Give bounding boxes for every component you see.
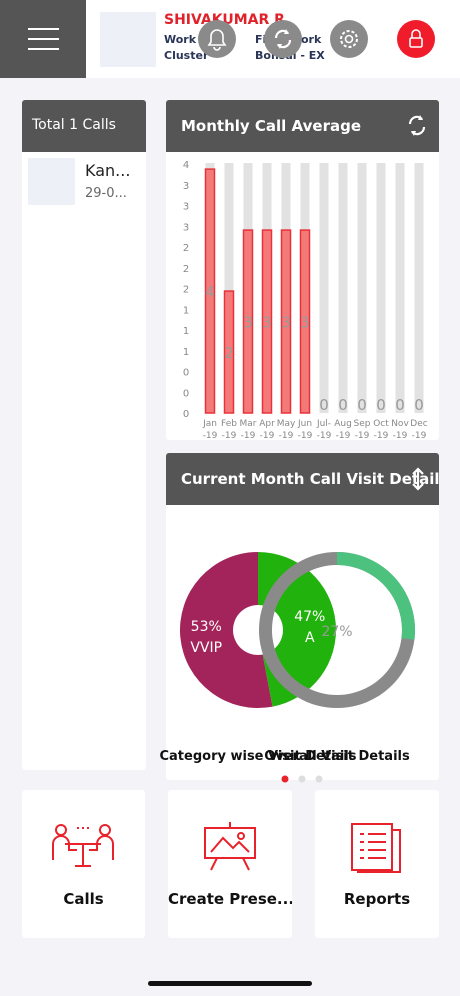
bell-button[interactable]	[198, 20, 236, 58]
calls-tile[interactable]: Calls	[22, 790, 145, 938]
x-tick-label: Aug -19	[334, 419, 352, 441]
x-tick-label: Jun -19	[297, 419, 313, 441]
monthly-card-header: Monthly Call Average	[166, 100, 439, 152]
call-avatar[interactable]	[28, 158, 75, 205]
reports-tile[interactable]: Reports	[315, 790, 439, 938]
x-tick-label: Feb -19	[221, 419, 237, 441]
calls-panel: Total 1 Calls Kan... 29-0...	[22, 100, 146, 770]
x-tick-label: Dec -19	[410, 419, 428, 441]
visit-card-header: Current Month Call Visit Details	[166, 453, 439, 505]
calls-panel-header: Total 1 Calls	[22, 100, 146, 152]
visit-title: Current Month Call Visit Details	[181, 470, 439, 488]
x-tick-label: Sep -19	[353, 419, 371, 441]
call-name[interactable]: Kan...	[85, 161, 131, 180]
x-tick-label: Oct -19	[373, 419, 389, 441]
menu-button[interactable]	[0, 0, 86, 78]
menu-line	[28, 48, 59, 50]
call-date: 29-0...	[85, 186, 127, 201]
reports-tile-label: Reports	[343, 890, 411, 908]
calls-tile-label: Calls	[63, 890, 104, 908]
x-tick-label: Jan -19	[202, 419, 218, 441]
x-tick-label: Apr -19	[259, 419, 275, 441]
x-tick-label: Jul- -19	[316, 419, 332, 441]
x-tick-label: Nov -19	[391, 419, 409, 441]
menu-line	[28, 28, 59, 30]
header-icons	[198, 20, 435, 58]
refresh-button[interactable]	[264, 20, 302, 58]
home-indicator	[148, 981, 312, 986]
settings-button[interactable]	[330, 20, 368, 58]
monthly-card: Monthly Call Average	[166, 100, 439, 440]
presentation-icon	[204, 822, 256, 871]
presentation-tile-label: Create Prese...	[168, 890, 292, 908]
x-tick-label: Mar -19	[239, 419, 257, 441]
lock-button[interactable]	[397, 20, 435, 58]
avatar	[100, 12, 156, 67]
calls-panel-title: Total 1 Calls	[32, 117, 116, 133]
calls-icon	[52, 824, 114, 867]
presentation-tile[interactable]: Create Prese...	[168, 790, 292, 938]
user-name: SHIVAKUMAR R	[164, 12, 285, 28]
x-tick-label: May -19	[276, 419, 296, 441]
menu-line	[28, 38, 59, 40]
monthly-title: Monthly Call Average	[181, 117, 361, 135]
work-label: Work	[164, 33, 197, 46]
cluster-label: Cluster	[164, 49, 209, 62]
reports-icon	[351, 823, 401, 873]
visit-card: Current Month Call Visit Details	[166, 453, 439, 780]
